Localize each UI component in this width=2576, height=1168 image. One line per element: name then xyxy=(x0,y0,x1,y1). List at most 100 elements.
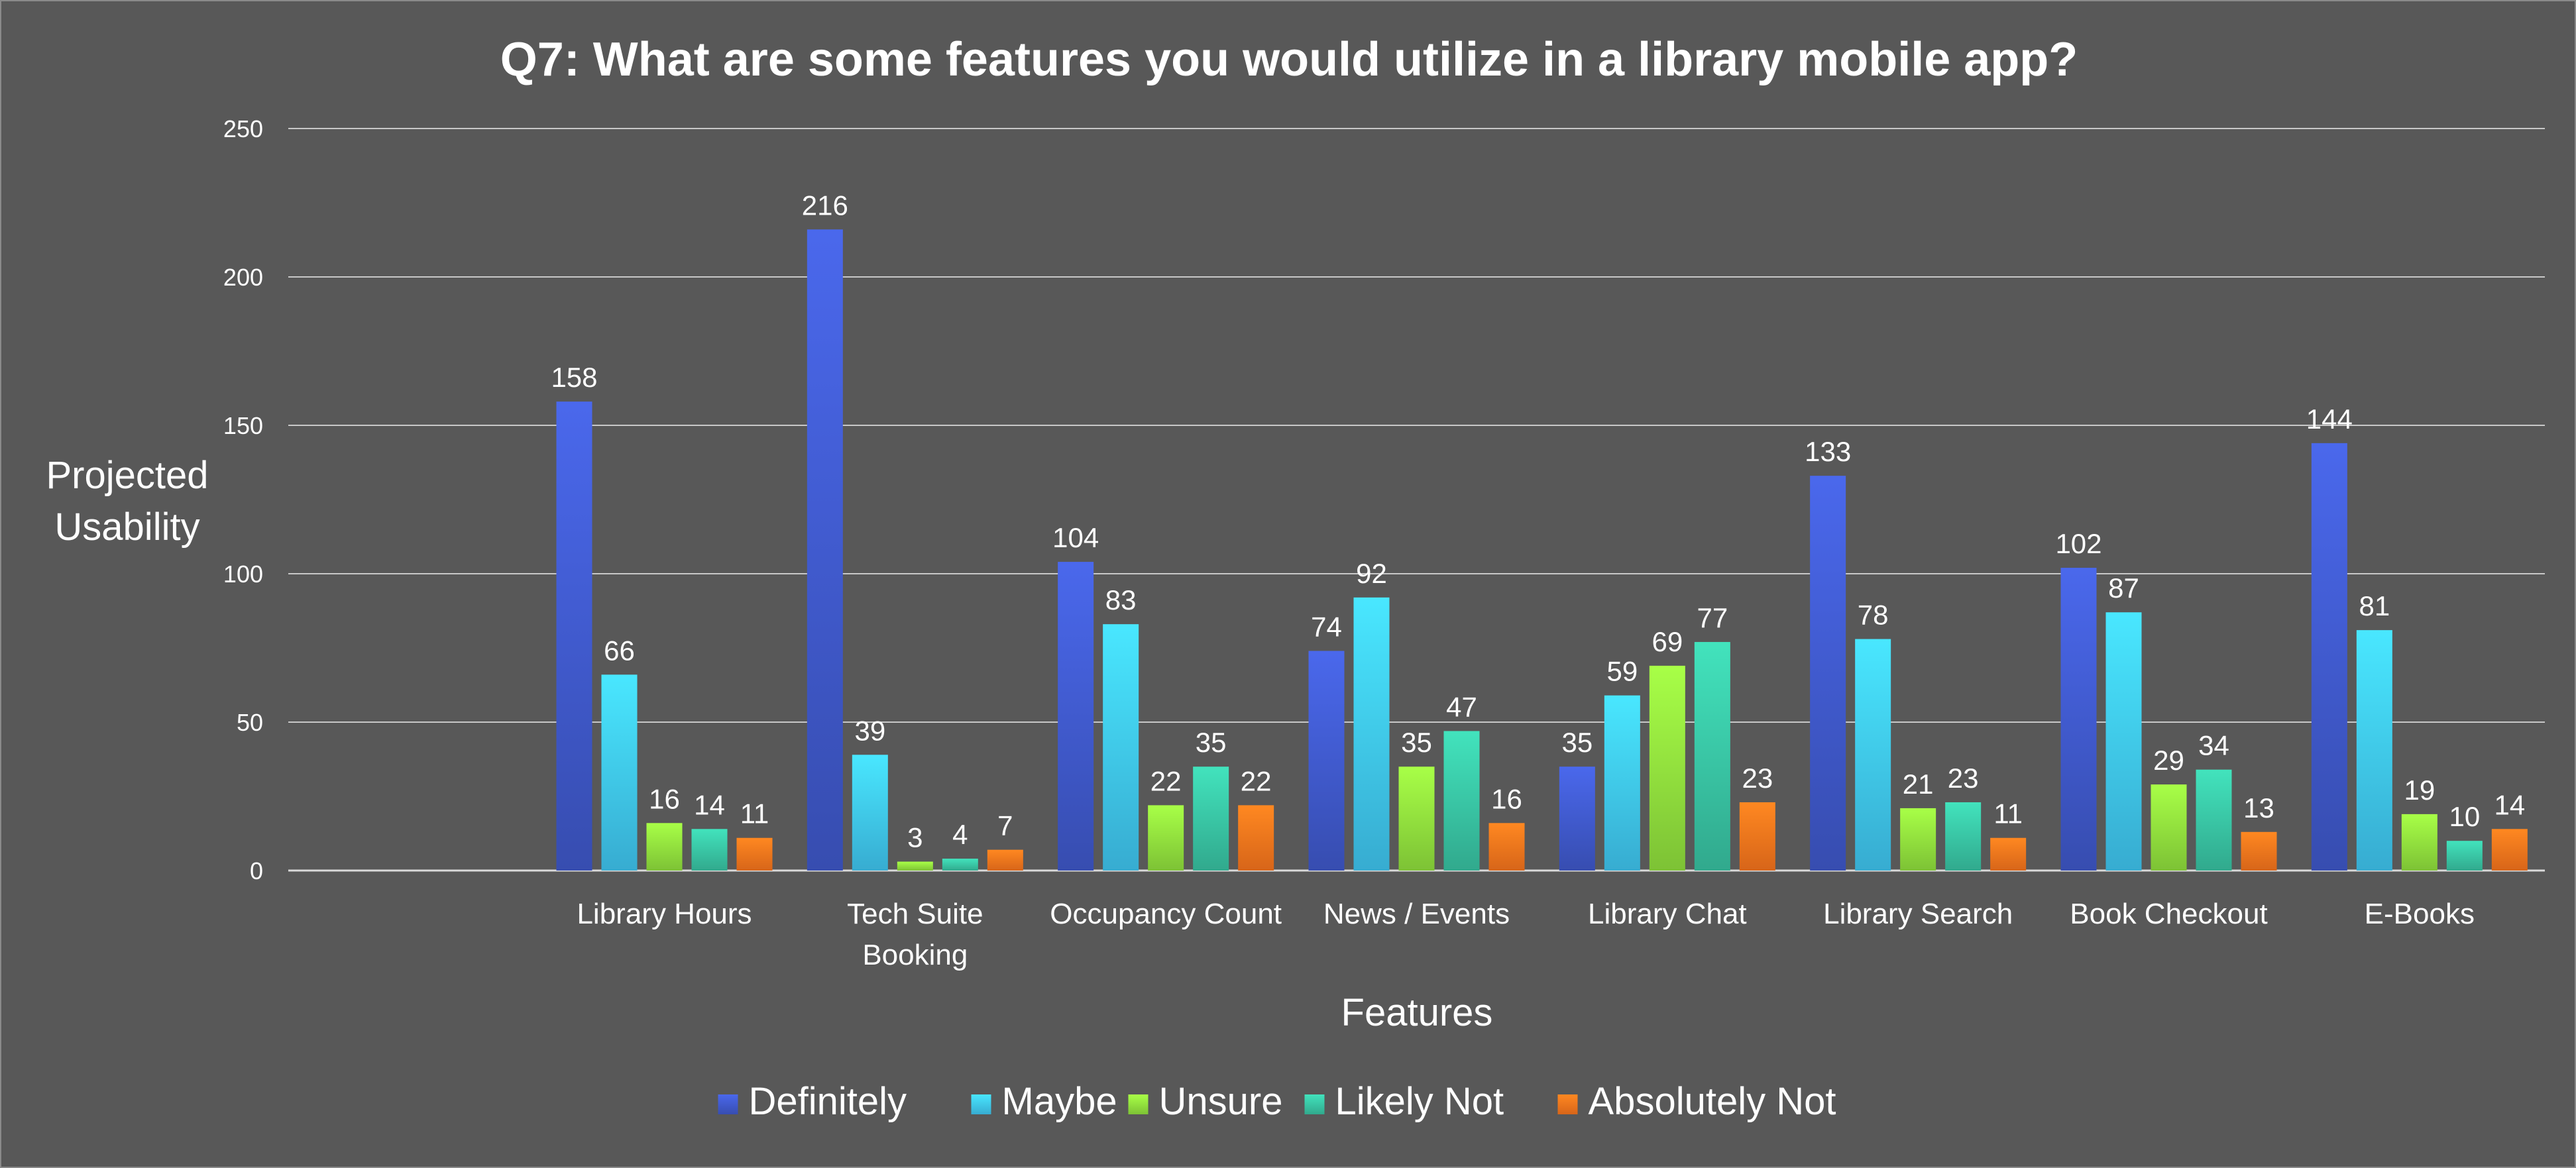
bar-likely-not-occupancy-count xyxy=(1193,767,1229,871)
data-label: 16 xyxy=(1491,783,1522,814)
bar-absolutely-not-e-books xyxy=(2491,829,2528,871)
bar-definitely-news-events xyxy=(1308,651,1345,871)
legend-label: Absolutely Not xyxy=(1589,1080,1836,1123)
data-label: 47 xyxy=(1446,691,1477,722)
data-label: 22 xyxy=(1241,765,1272,796)
x-tick-label: Library Hours xyxy=(577,898,752,930)
bar-absolutely-not-occupancy-count xyxy=(1238,805,1274,871)
bar-definitely-book-checkout xyxy=(2060,568,2097,871)
data-label: 4 xyxy=(952,819,968,850)
bar-absolutely-not-tech-suite-booking xyxy=(987,849,1023,871)
data-label: 16 xyxy=(649,783,680,814)
bar-definitely-library-chat xyxy=(1559,767,1595,871)
data-label: 39 xyxy=(854,715,885,746)
data-label: 78 xyxy=(1858,600,1889,631)
data-label: 87 xyxy=(2108,572,2139,604)
data-label: 69 xyxy=(1652,626,1683,657)
data-label: 14 xyxy=(694,789,725,820)
bar-unsure-tech-suite-booking xyxy=(897,861,933,871)
bars xyxy=(556,229,2528,871)
legend-swatch xyxy=(971,1094,991,1114)
bar-unsure-library-search xyxy=(1900,808,1936,871)
bar-likely-not-book-checkout xyxy=(2196,769,2232,871)
data-label: 133 xyxy=(1805,436,1851,467)
data-label: 7 xyxy=(997,810,1013,841)
bar-maybe-library-chat xyxy=(1604,695,1640,871)
bar-likely-not-library-hours xyxy=(691,829,728,871)
data-label: 77 xyxy=(1697,602,1728,633)
bar-unsure-news-events xyxy=(1398,767,1435,871)
bar-unsure-occupancy-count xyxy=(1148,805,1184,871)
data-label: 23 xyxy=(1948,763,1979,794)
legend-swatch xyxy=(1304,1094,1325,1114)
legend: Definitely Maybe Unsure Likely Not Absolutel… xyxy=(718,1080,1836,1123)
bar-maybe-news-events xyxy=(1353,597,1390,871)
bar-maybe-tech-suite-booking xyxy=(852,755,888,871)
x-tick-label: E-Books xyxy=(2365,898,2475,930)
bar-likely-not-e-books xyxy=(2446,841,2483,871)
bar-maybe-library-search xyxy=(1855,639,1891,871)
data-label: 35 xyxy=(1561,727,1593,758)
bar-maybe-book-checkout xyxy=(2105,612,2142,871)
data-label: 83 xyxy=(1105,584,1137,615)
data-label: 11 xyxy=(1993,798,2023,829)
y-tick-label: 100 xyxy=(223,560,263,588)
bar-likely-not-news-events xyxy=(1443,731,1480,871)
x-tick-label: Library Chat xyxy=(1588,898,1747,930)
data-label: 21 xyxy=(1903,769,1934,800)
data-label: 144 xyxy=(2306,403,2353,435)
legend-swatch xyxy=(1557,1094,1578,1114)
legend-label: Maybe xyxy=(1002,1080,1117,1123)
bar-definitely-occupancy-count xyxy=(1058,562,1094,871)
bar-definitely-library-hours xyxy=(556,401,592,871)
data-label: 19 xyxy=(2404,774,2435,806)
bar-absolutely-not-library-hours xyxy=(736,837,773,871)
y-tick-label: 0 xyxy=(250,857,263,884)
x-axis-title: Features xyxy=(1341,991,1493,1034)
legend-item-likely-not: Likely Not xyxy=(1304,1080,1504,1123)
data-label: 74 xyxy=(1311,611,1342,642)
x-tick-label: Tech Suite Booking xyxy=(847,898,983,971)
x-tick-label: Occupancy Count xyxy=(1050,898,1282,930)
data-label: 23 xyxy=(1742,763,1773,794)
y-tick-label: 50 xyxy=(237,709,263,736)
data-label: 104 xyxy=(1052,522,1099,553)
bar-absolutely-not-book-checkout xyxy=(2241,831,2277,871)
y-axis-title: Projected Usability xyxy=(46,454,208,549)
legend-label: Unsure xyxy=(1159,1080,1283,1123)
bar-unsure-library-chat xyxy=(1649,665,1685,871)
bar-maybe-library-hours xyxy=(601,674,638,871)
bar-definitely-tech-suite-booking xyxy=(807,229,843,871)
data-label: 158 xyxy=(551,362,597,393)
legend-label: Definitely xyxy=(749,1080,907,1123)
data-label: 35 xyxy=(1401,727,1432,758)
data-label: 59 xyxy=(1606,656,1638,687)
x-axis-ticks: Library Hours Tech Suite Booking Occupancy … xyxy=(577,898,2475,971)
x-tick-label: News / Events xyxy=(1323,898,1510,930)
y-tick-label: 250 xyxy=(223,115,263,142)
y-tick-label: 200 xyxy=(223,264,263,291)
bar-unsure-library-hours xyxy=(646,823,683,871)
data-label: 35 xyxy=(1196,727,1227,758)
bar-absolutely-not-news-events xyxy=(1488,823,1525,871)
data-label: 10 xyxy=(2449,801,2480,832)
data-label: 92 xyxy=(1356,558,1387,589)
data-label: 3 xyxy=(907,822,923,853)
legend-item-maybe: Maybe xyxy=(971,1080,1117,1123)
data-label: 11 xyxy=(740,798,769,829)
bar-definitely-e-books xyxy=(2311,443,2347,871)
bar-likely-not-library-search xyxy=(1945,802,1982,871)
bar-maybe-e-books xyxy=(2356,630,2392,871)
bar-unsure-e-books xyxy=(2401,814,2437,871)
y-axis-ticks: 0 50 100 150 200 250 xyxy=(223,115,263,884)
data-label: 34 xyxy=(2198,730,2229,761)
bar-definitely-library-search xyxy=(1810,476,1846,871)
data-label: 22 xyxy=(1150,765,1182,796)
data-label: 216 xyxy=(802,189,848,221)
data-label: 14 xyxy=(2494,789,2525,820)
legend-swatch xyxy=(1128,1094,1148,1114)
legend-item-unsure: Unsure xyxy=(1128,1080,1283,1123)
bar-unsure-book-checkout xyxy=(2151,784,2187,871)
